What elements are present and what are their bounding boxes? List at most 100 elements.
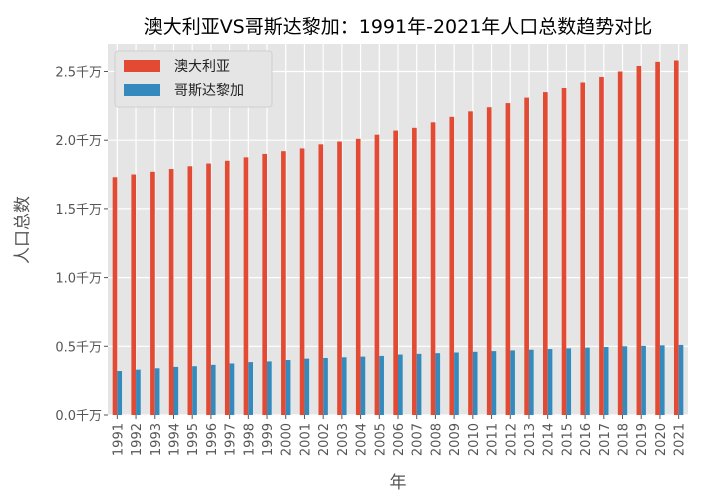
bar-costa-rica-1994 — [173, 366, 179, 415]
bar-australia-2005 — [374, 134, 380, 415]
y-tick-label: 1.5千万 — [55, 203, 102, 218]
bar-australia-1991 — [112, 177, 118, 415]
x-tick-label: 2008 — [429, 423, 444, 456]
legend-label-australia: 澳大利亚 — [174, 59, 230, 75]
bar-australia-2017 — [599, 76, 604, 415]
x-tick-label: 2011 — [486, 423, 501, 456]
bar-australia-1996 — [206, 163, 211, 415]
x-tick-label: 1996 — [205, 423, 220, 456]
x-tick-label: 2002 — [317, 423, 332, 456]
bar-australia-2004 — [355, 138, 361, 416]
bar-costa-rica-2005 — [379, 355, 384, 415]
bar-australia-2014 — [543, 92, 548, 415]
bar-costa-rica-1996 — [210, 364, 216, 415]
bar-australia-2012 — [505, 103, 511, 416]
y-axis: 0.0千万 0.5千万 1.0千万 1.5千万 2.0千万 2.5千万 — [55, 65, 108, 424]
legend-label-costa-rica: 哥斯达黎加 — [174, 83, 244, 99]
bar-australia-2002 — [318, 144, 324, 415]
x-tick-label: 2018 — [617, 423, 632, 456]
x-tick-label: 2006 — [392, 423, 407, 456]
bar-australia-2021 — [673, 60, 679, 415]
bar-costa-rica-2021 — [678, 344, 684, 415]
bar-costa-rica-2018 — [622, 346, 628, 415]
bar-costa-rica-1999 — [267, 361, 272, 415]
bar-costa-rica-2009 — [454, 352, 459, 415]
x-tick-label: 2005 — [373, 423, 388, 456]
bar-costa-rica-2004 — [360, 356, 366, 415]
x-tick-label: 2009 — [448, 423, 463, 456]
bar-costa-rica-1998 — [248, 362, 253, 415]
x-tick-label: 2003 — [336, 423, 351, 456]
legend-swatch-costa-rica — [124, 84, 160, 96]
bar-costa-rica-2012 — [510, 350, 515, 415]
x-tick-label: 1995 — [186, 423, 201, 456]
y-tick-label: 1.0千万 — [55, 272, 102, 287]
x-axis: 1991 1992 1993 1994 1995 1996 1997 1998 1999 2000… — [111, 415, 688, 456]
x-tick-label: 1994 — [167, 423, 182, 456]
x-tick-label: 2019 — [635, 423, 650, 456]
x-tick-label: 2020 — [654, 423, 669, 456]
bar-australia-2016 — [580, 82, 586, 416]
x-axis-label: 年 — [390, 473, 407, 493]
bar-costa-rica-2019 — [641, 345, 646, 415]
y-tick-label: 0.5千万 — [55, 340, 102, 355]
bar-australia-2011 — [486, 107, 492, 416]
x-tick-label: 1998 — [242, 423, 257, 456]
bar-costa-rica-2020 — [659, 345, 665, 415]
bar-australia-2001 — [299, 148, 305, 415]
bar-costa-rica-2017 — [603, 346, 609, 415]
x-tick-label: 2014 — [542, 423, 557, 456]
bar-costa-rica-2006 — [398, 354, 403, 415]
x-tick-label: 2016 — [579, 423, 594, 456]
x-tick-label: 2007 — [411, 423, 426, 456]
bar-australia-1999 — [262, 153, 268, 416]
bar-costa-rica-2013 — [528, 349, 534, 415]
x-tick-label: 2015 — [560, 423, 575, 456]
bar-costa-rica-2011 — [491, 351, 497, 415]
x-tick-label: 1993 — [149, 423, 164, 456]
bars — [112, 60, 684, 416]
bar-costa-rica-2014 — [547, 349, 553, 415]
bar-costa-rica-1992 — [136, 369, 141, 415]
chart-title: 澳大利亚VS哥斯达黎加：1991年-2021年人口总数趋势对比 — [144, 16, 653, 38]
bar-australia-2019 — [636, 65, 642, 416]
bar-costa-rica-1997 — [229, 363, 235, 415]
bar-australia-2015 — [561, 87, 567, 415]
x-tick-label: 1991 — [111, 423, 126, 456]
bar-costa-rica-2002 — [323, 357, 328, 415]
bar-australia-2007 — [412, 127, 417, 416]
x-tick-label: 2010 — [467, 423, 482, 456]
bar-australia-2009 — [449, 116, 455, 415]
bar-costa-rica-2016 — [585, 347, 590, 415]
bar-costa-rica-1991 — [117, 371, 123, 415]
bar-australia-2006 — [393, 130, 398, 416]
x-tick-label: 1992 — [130, 423, 145, 456]
x-tick-label: 2021 — [673, 423, 688, 456]
bar-australia-1993 — [150, 171, 155, 415]
y-axis-label: 人口总数 — [13, 196, 33, 264]
legend: 澳大利亚 哥斯达黎加 — [114, 50, 273, 108]
bar-australia-1995 — [187, 166, 193, 415]
bar-australia-2020 — [655, 61, 660, 415]
bar-australia-2010 — [468, 111, 473, 416]
bar-australia-2013 — [524, 97, 529, 415]
y-tick-label: 2.5千万 — [55, 65, 102, 80]
bar-australia-1994 — [168, 169, 174, 415]
x-tick-label: 2013 — [523, 423, 538, 456]
bar-costa-rica-2001 — [304, 358, 310, 415]
bar-costa-rica-2008 — [435, 353, 441, 415]
legend-swatch-australia — [124, 60, 160, 72]
bar-costa-rica-2007 — [416, 353, 422, 415]
bar-australia-2018 — [617, 71, 623, 416]
bar-australia-1992 — [131, 174, 137, 415]
x-tick-label: 2001 — [298, 423, 313, 456]
x-tick-label: 1997 — [224, 423, 239, 456]
x-tick-label: 2000 — [280, 423, 295, 456]
bar-costa-rica-2010 — [472, 351, 478, 415]
bar-costa-rica-2015 — [566, 348, 572, 415]
x-tick-label: 2004 — [355, 423, 370, 456]
bar-australia-2008 — [430, 122, 436, 416]
x-tick-label: 2012 — [504, 423, 519, 456]
bar-australia-2000 — [281, 151, 286, 415]
